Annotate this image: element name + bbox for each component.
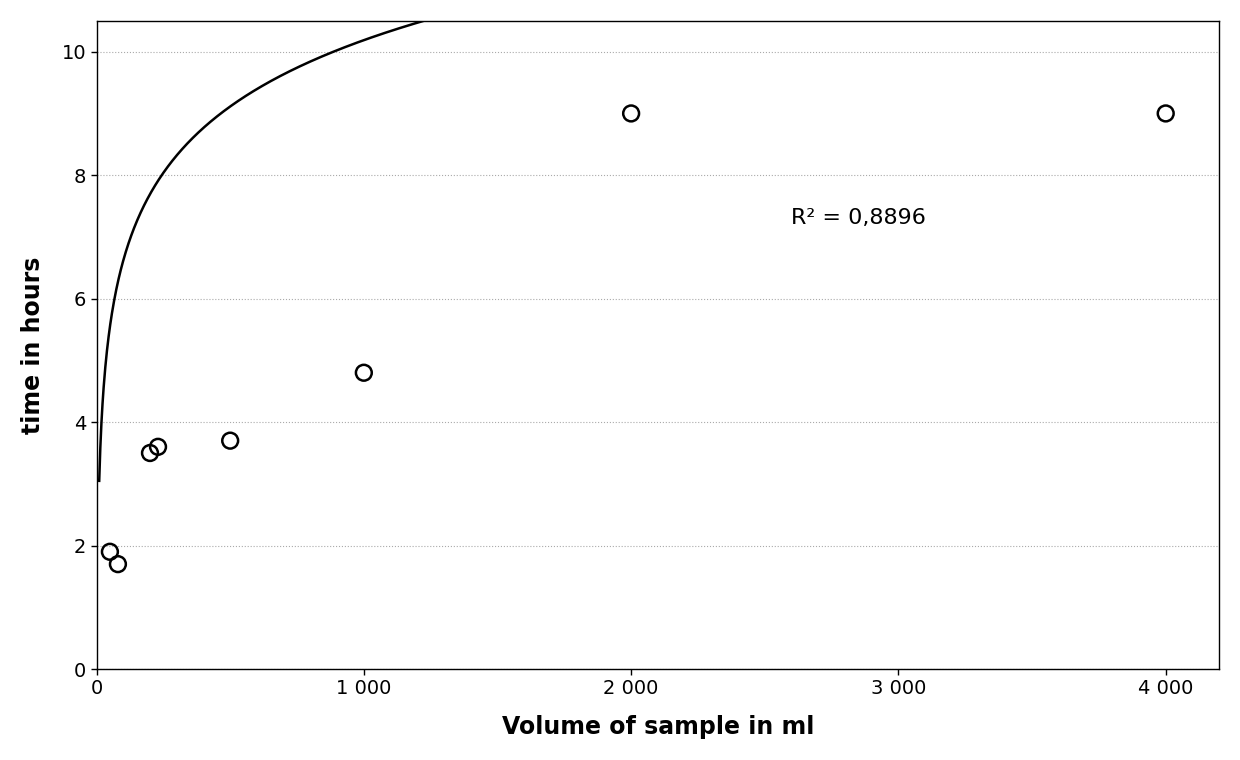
Point bbox=[148, 441, 167, 453]
Point bbox=[621, 107, 641, 119]
Point bbox=[221, 435, 241, 447]
Point bbox=[353, 366, 373, 378]
Point bbox=[1156, 107, 1176, 119]
Text: R² = 0,8896: R² = 0,8896 bbox=[791, 208, 926, 229]
Point bbox=[140, 447, 160, 459]
Y-axis label: time in hours: time in hours bbox=[21, 256, 45, 434]
Point bbox=[108, 558, 128, 570]
X-axis label: Volume of sample in ml: Volume of sample in ml bbox=[502, 715, 813, 739]
Point bbox=[100, 546, 120, 558]
